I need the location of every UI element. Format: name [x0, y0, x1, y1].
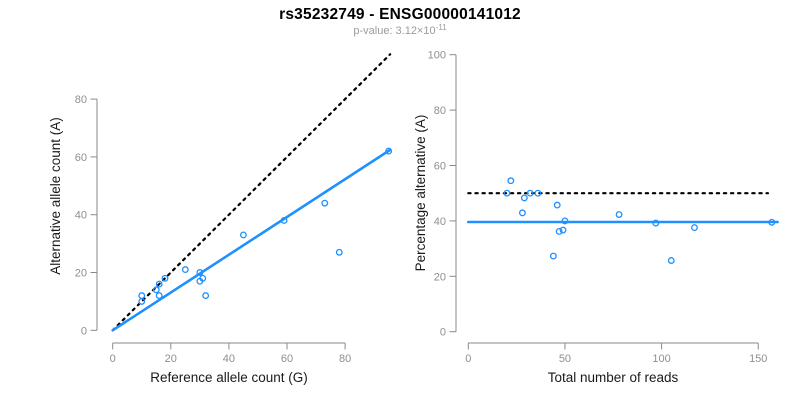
x-tick-label: 40: [223, 353, 235, 365]
y-axis-label: Percentage alternative (A): [413, 115, 428, 272]
x-tick-label: 0: [110, 353, 116, 365]
x-tick-label: 60: [281, 353, 293, 365]
data-point: [507, 177, 515, 185]
x-tick-label: 50: [559, 353, 571, 365]
y-tick-label: 0: [440, 327, 446, 339]
data-point: [667, 257, 675, 264]
data-point: [534, 189, 542, 197]
data-point: [652, 219, 660, 227]
data-point: [691, 224, 698, 231]
allele-count-scatter: 0 20 40 60 80 0 20 40 60 80 Reference allele count…: [48, 53, 393, 385]
data-point: [555, 227, 563, 235]
pvalue-prefix: p-value: 3.12: [353, 25, 417, 37]
y-tick-label: 40: [434, 216, 446, 228]
y-tick-label: 40: [75, 210, 87, 222]
data-point: [526, 189, 534, 197]
y-axis-label: Alternative allele count (A): [48, 117, 63, 275]
data-point: [321, 199, 329, 207]
data-point: [615, 211, 623, 218]
data-point: [196, 269, 204, 276]
data-point: [503, 189, 511, 197]
x-axis-label: Reference allele count (G): [150, 370, 308, 385]
x-tick-label: 0: [465, 353, 471, 365]
y-tick-label: 80: [75, 94, 87, 106]
percentage-vs-reads-scatter: 0 20 40 60 80 100 0 50 100 150 Total number of rea…: [413, 50, 779, 385]
data-point: [520, 194, 528, 202]
data-point: [518, 209, 526, 217]
y-tick-label: 60: [434, 161, 446, 173]
x-tick-label: 80: [339, 353, 351, 365]
x-tick-label: 20: [165, 353, 177, 365]
data-point: [549, 252, 557, 260]
data-point: [559, 226, 567, 234]
data-point: [239, 231, 247, 239]
data-point: [335, 248, 343, 256]
data-point: [138, 292, 146, 300]
data-point: [553, 201, 561, 209]
data-point: [202, 292, 210, 300]
x-tick-label: 150: [749, 353, 767, 365]
pvalue-exponent: -11: [435, 23, 447, 32]
page-title: rs35232749 - ENSG00000141012: [279, 6, 521, 23]
data-point: [385, 147, 393, 155]
y-tick-label: 60: [75, 152, 87, 164]
fit-line: [111, 148, 391, 332]
x-axis-label: Total number of reads: [548, 370, 679, 385]
data-point: [161, 274, 169, 282]
y-tick-label: 20: [75, 268, 87, 280]
data-point: [155, 292, 163, 300]
x-tick-label: 100: [652, 353, 670, 365]
data-point: [155, 280, 163, 288]
data-point: [199, 274, 207, 282]
data-point: [561, 217, 569, 225]
y-tick-label: 80: [434, 105, 446, 117]
y-tick-label: 20: [434, 271, 446, 283]
pvalue-base: 10: [423, 25, 436, 37]
y-tick-label: 0: [81, 325, 87, 337]
identity-line: [111, 53, 392, 332]
pvalue-subtitle: p-value: 3.12×10-11: [0, 23, 800, 37]
data-point: [280, 217, 288, 224]
data-point: [152, 286, 160, 294]
y-tick-label: 100: [428, 50, 446, 62]
pvalue-times-sign: ×: [416, 25, 424, 37]
data-point: [138, 297, 146, 305]
data-point: [181, 266, 189, 274]
data-point: [768, 218, 776, 226]
